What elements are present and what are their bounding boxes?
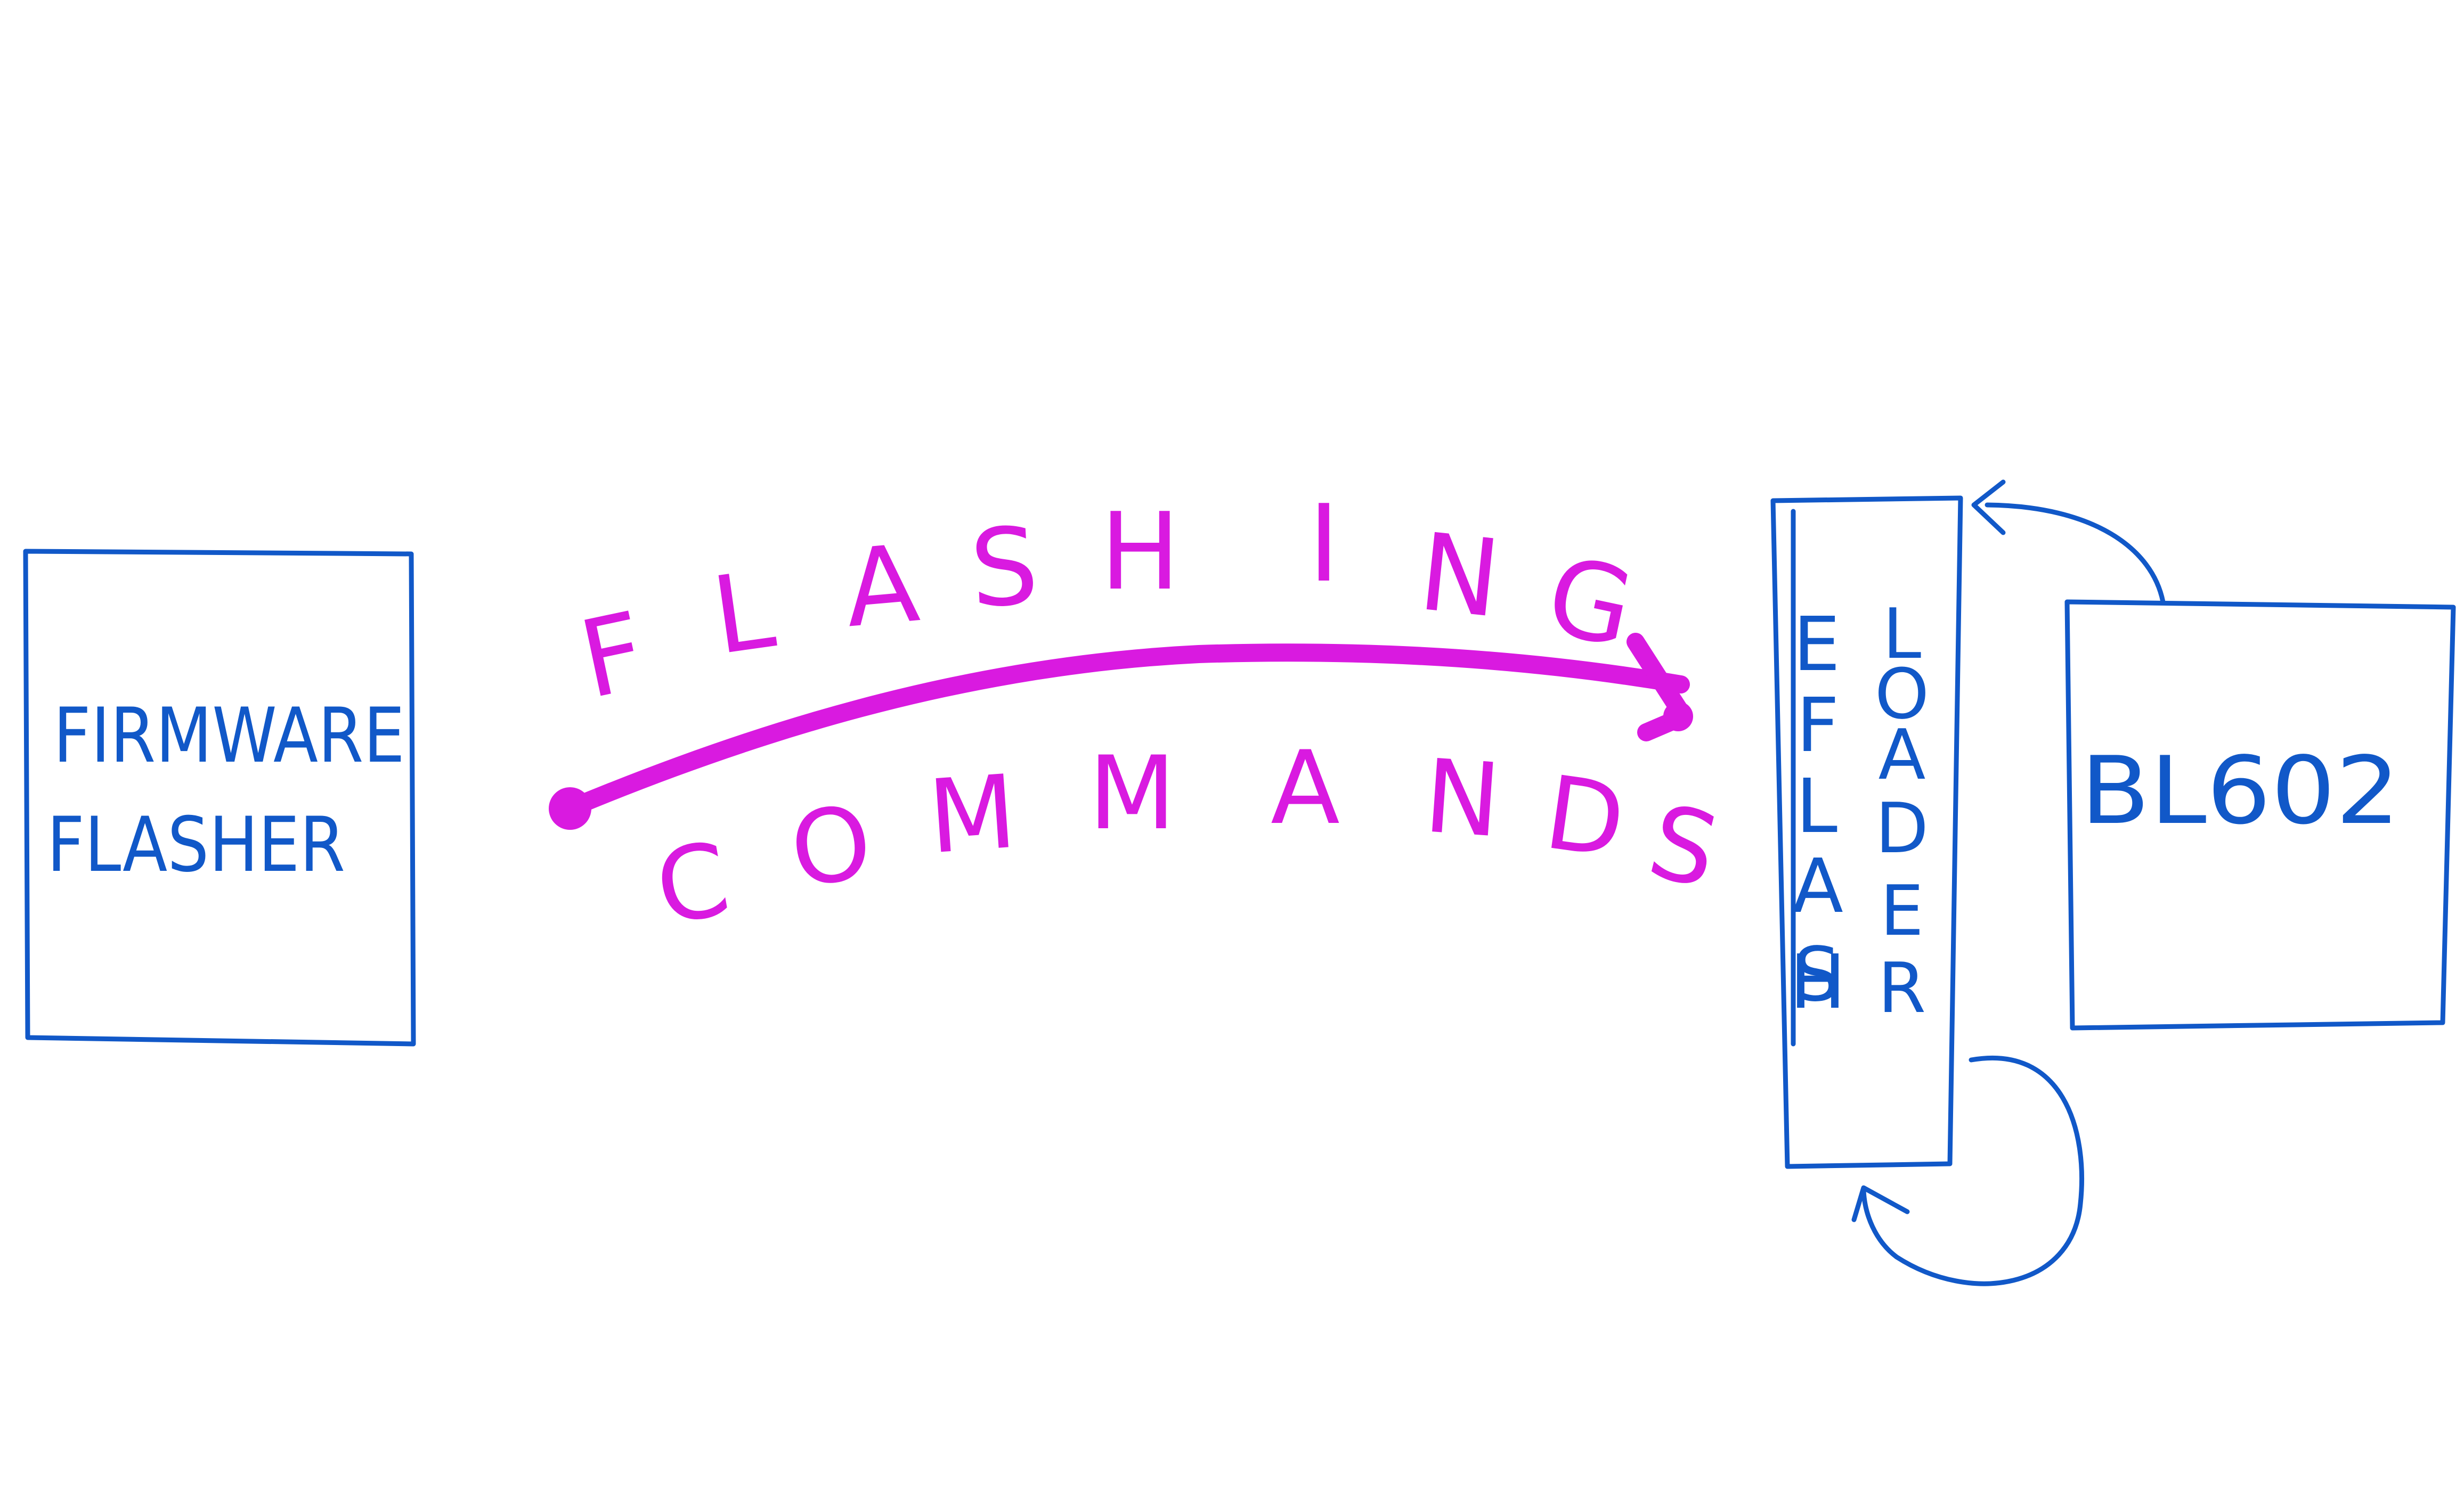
flashing-label: F L A S H I N G — [570, 482, 1644, 723]
bl602-to-loader-edge — [1971, 479, 2166, 605]
eflash-column: E F L A S H — [1790, 601, 1845, 1026]
eflash-letter: F — [1796, 682, 1840, 769]
firmware-flasher-label-line1: FIRMWARE — [53, 692, 405, 780]
commands-letter: N — [1420, 737, 1504, 860]
flashing-letter: F — [570, 589, 656, 723]
commands-letter: M — [924, 753, 1020, 877]
commands-label: C O M M A N D S — [647, 729, 1729, 948]
commands-letter: O — [784, 783, 877, 910]
eflash-loader-node: E F L A S H L O A D E R — [1770, 495, 1963, 1169]
flashing-commands-edge: F L A S H I N G C O M M A N D S — [549, 482, 1729, 948]
eflash-letter: A — [1792, 843, 1843, 930]
loader-letter: D — [1875, 788, 1929, 869]
eflash-letter: E — [1793, 601, 1840, 688]
bl602-to-loader-curve — [1985, 502, 2166, 605]
flashing-commands-arrow-shaft — [558, 643, 1690, 819]
commands-letter: D — [1538, 754, 1632, 881]
flashing-letter: L — [705, 548, 782, 679]
flashing-letter: A — [840, 521, 924, 651]
firmware-flasher-box — [23, 549, 416, 1047]
firmware-flasher-node: FIRMWARE FLASHER — [23, 549, 416, 1047]
commands-letter: A — [1271, 729, 1340, 847]
loader-loopback-arrowhead — [1851, 1185, 1910, 1222]
flashing-letter: N — [1413, 510, 1506, 642]
bl602-to-loader-arrowhead — [1971, 479, 2006, 535]
flashing-commands-arrow-tip — [1663, 701, 1693, 731]
flashing-letter: S — [967, 504, 1042, 632]
eflash-loader-box — [1770, 495, 1963, 1169]
loader-letter: L — [1883, 593, 1921, 674]
eflash-letter: H — [1790, 939, 1845, 1026]
flashing-letter: G — [1537, 533, 1644, 672]
loader-letter: R — [1878, 948, 1926, 1029]
bl602-label: BL602 — [2080, 737, 2400, 845]
loader-letter: E — [1880, 870, 1924, 951]
bl602-node: BL602 — [2064, 599, 2456, 1031]
loader-loopback-edge — [1851, 1055, 2084, 1286]
bl602-box — [2064, 599, 2456, 1031]
firmware-flasher-label-line2: FLASHER — [47, 801, 345, 889]
flashing-letter: H — [1100, 490, 1180, 614]
loader-letter: A — [1879, 714, 1926, 795]
flashing-commands-arrow-tail — [549, 787, 591, 830]
eflash-letter: L — [1796, 763, 1837, 850]
loader-letter: O — [1875, 654, 1929, 734]
commands-letter: M — [1088, 734, 1176, 852]
loader-loopback-curve — [1861, 1055, 2084, 1286]
eflash-letter: S — [1793, 932, 1841, 1018]
flashing-letter: I — [1308, 482, 1340, 606]
commands-letter: S — [1638, 782, 1729, 912]
commands-letter: C — [647, 820, 737, 948]
loader-column: L O A D E R — [1875, 593, 1929, 1029]
